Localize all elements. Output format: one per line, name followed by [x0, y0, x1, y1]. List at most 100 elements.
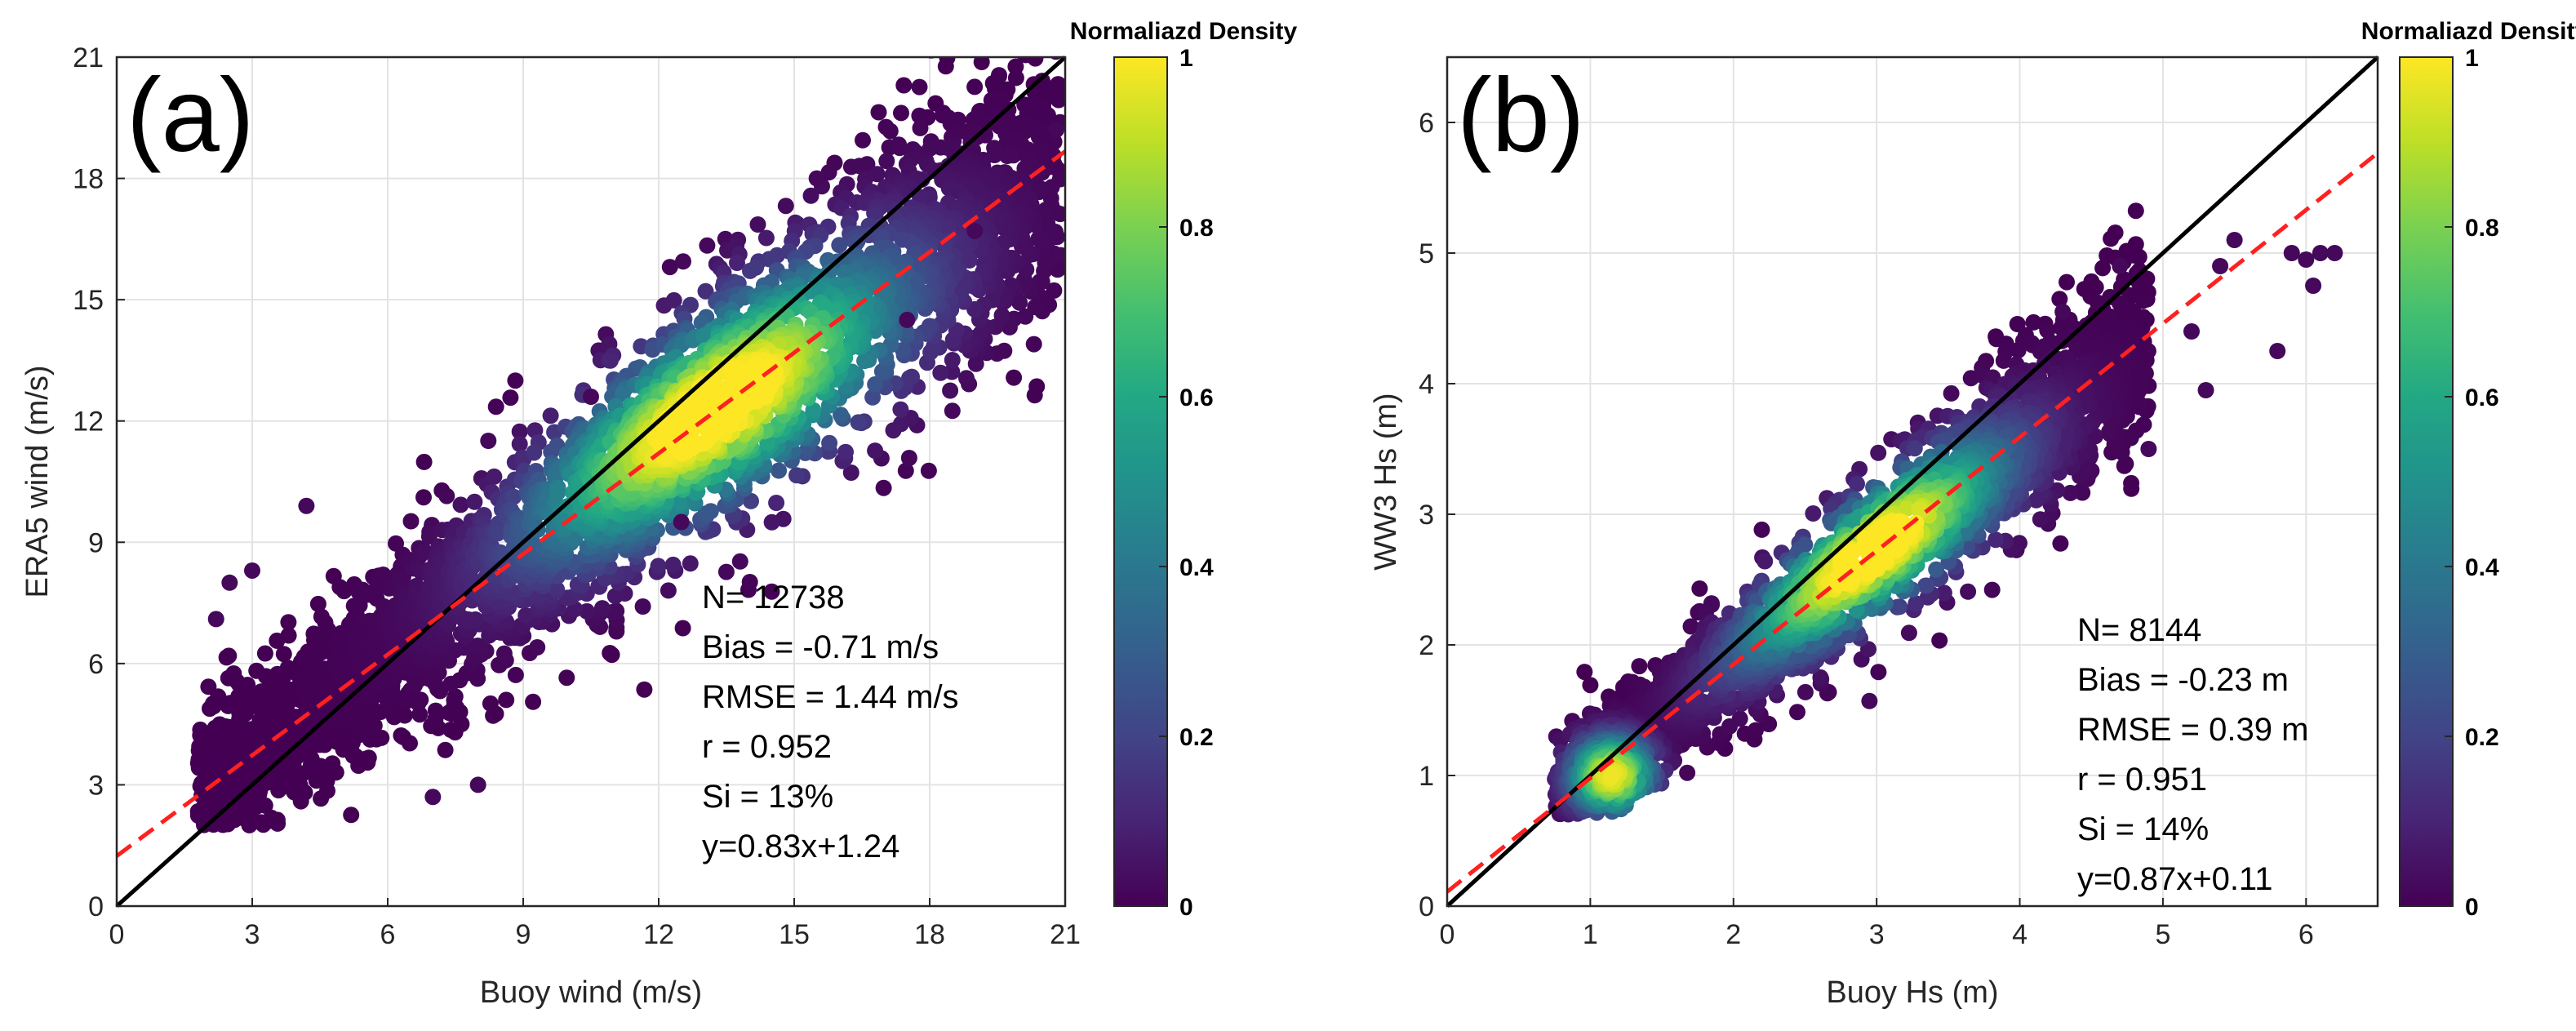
- data-point: [482, 695, 499, 712]
- data-point: [1736, 725, 1753, 742]
- data-point: [1870, 664, 1887, 681]
- data-point: [2130, 248, 2147, 265]
- data-point: [897, 462, 914, 479]
- data-point: [1900, 624, 1917, 642]
- data-point: [892, 401, 909, 418]
- y-axis-label: ERA5 wind (m/s): [20, 365, 55, 598]
- y-tick-label: 6: [88, 649, 104, 680]
- data-point: [298, 497, 315, 514]
- data-point: [1931, 632, 1948, 649]
- y-tick-label: 3: [88, 770, 104, 801]
- data-point: [320, 622, 337, 638]
- data-point: [1007, 69, 1024, 87]
- data-point: [606, 588, 624, 605]
- data-point: [1576, 664, 1593, 681]
- data-point: [975, 16, 991, 33]
- data-point: [885, 422, 902, 439]
- data-point: [1943, 384, 1960, 402]
- data-point: [207, 611, 224, 628]
- data-point: [937, 58, 954, 75]
- data-point: [1753, 521, 1770, 538]
- data-point: [244, 562, 260, 579]
- data-point: [1011, 294, 1028, 311]
- x-tick-label: 3: [245, 919, 260, 950]
- x-axis-label: Buoy wind (m/s): [480, 975, 702, 1010]
- data-point: [495, 645, 513, 662]
- colorbar-tick-label: 0.2: [1179, 724, 1214, 751]
- data-point: [664, 556, 682, 573]
- density-scatter: [1547, 202, 2343, 823]
- data-point: [682, 555, 699, 572]
- data-point: [1030, 230, 1047, 247]
- data-point: [424, 789, 442, 806]
- data-point: [2123, 474, 2140, 491]
- data-point: [2032, 511, 2049, 528]
- data-point: [893, 104, 909, 122]
- x-tick-label: 0: [109, 919, 125, 950]
- data-point: [757, 229, 775, 247]
- data-point: [895, 77, 913, 94]
- data-point: [966, 222, 984, 239]
- colorbar-tick-label: 1: [1179, 45, 1193, 72]
- data-point: [517, 607, 535, 624]
- data-point: [1995, 352, 2012, 369]
- colorbar: Normaliazd Density 00.20.40.60.81: [1070, 18, 1298, 921]
- data-point: [1015, 1, 1032, 17]
- data-point: [1031, 14, 1047, 30]
- data-point: [697, 505, 714, 522]
- data-point: [2094, 260, 2112, 277]
- data-point: [743, 492, 759, 509]
- data-point: [665, 291, 682, 309]
- data-point: [768, 495, 785, 511]
- data-point: [498, 691, 515, 709]
- data-point: [453, 716, 470, 732]
- stat-n: N= 12738: [702, 580, 845, 615]
- data-point: [1797, 683, 1814, 700]
- data-point: [940, 180, 957, 197]
- data-point: [731, 553, 748, 570]
- data-point: [660, 582, 677, 599]
- data-point: [805, 402, 822, 419]
- data-point: [1870, 444, 1887, 461]
- stat-rmse: RMSE = 1.44 m/s: [702, 679, 959, 715]
- data-point: [1052, 247, 1065, 264]
- data-point: [393, 727, 410, 744]
- x-tick-label: 21: [1050, 919, 1081, 950]
- data-point: [615, 385, 631, 402]
- data-point: [1908, 595, 1925, 612]
- data-point: [2062, 484, 2079, 501]
- data-point: [713, 416, 730, 433]
- data-point: [873, 363, 890, 380]
- data-point: [2116, 457, 2133, 474]
- data-point: [529, 639, 546, 655]
- reference-line: [115, 56, 1067, 908]
- data-point: [602, 645, 619, 661]
- data-point: [593, 600, 611, 617]
- data-point: [1024, 57, 1033, 59]
- data-point: [842, 464, 859, 481]
- x-tick-label: 9: [516, 919, 531, 950]
- colorbar-tick-label: 0.6: [1179, 384, 1214, 411]
- data-point: [1032, 18, 1048, 34]
- data-point: [542, 407, 559, 424]
- data-point: [966, 78, 984, 96]
- data-point: [944, 402, 961, 420]
- colorbar-gradient: [1113, 56, 1168, 907]
- data-point: [788, 467, 805, 484]
- data-point: [1682, 618, 1699, 635]
- data-point: [856, 353, 873, 370]
- data-point: [932, 364, 949, 381]
- data-point: [507, 666, 524, 683]
- data-point: [882, 122, 899, 140]
- stats-box: N= 12738 Bias = -0.71 m/s RMSE = 1.44 m/…: [702, 580, 959, 864]
- data-point: [1631, 658, 1648, 675]
- data-point: [725, 361, 742, 378]
- data-point: [1757, 553, 1774, 570]
- data-point: [1044, 41, 1060, 57]
- data-point: [2010, 342, 2027, 358]
- stat-fit-equation: y=0.83x+1.24: [702, 829, 899, 864]
- data-point: [1042, 38, 1059, 55]
- data-point: [1988, 531, 2004, 549]
- data-point: [446, 688, 464, 705]
